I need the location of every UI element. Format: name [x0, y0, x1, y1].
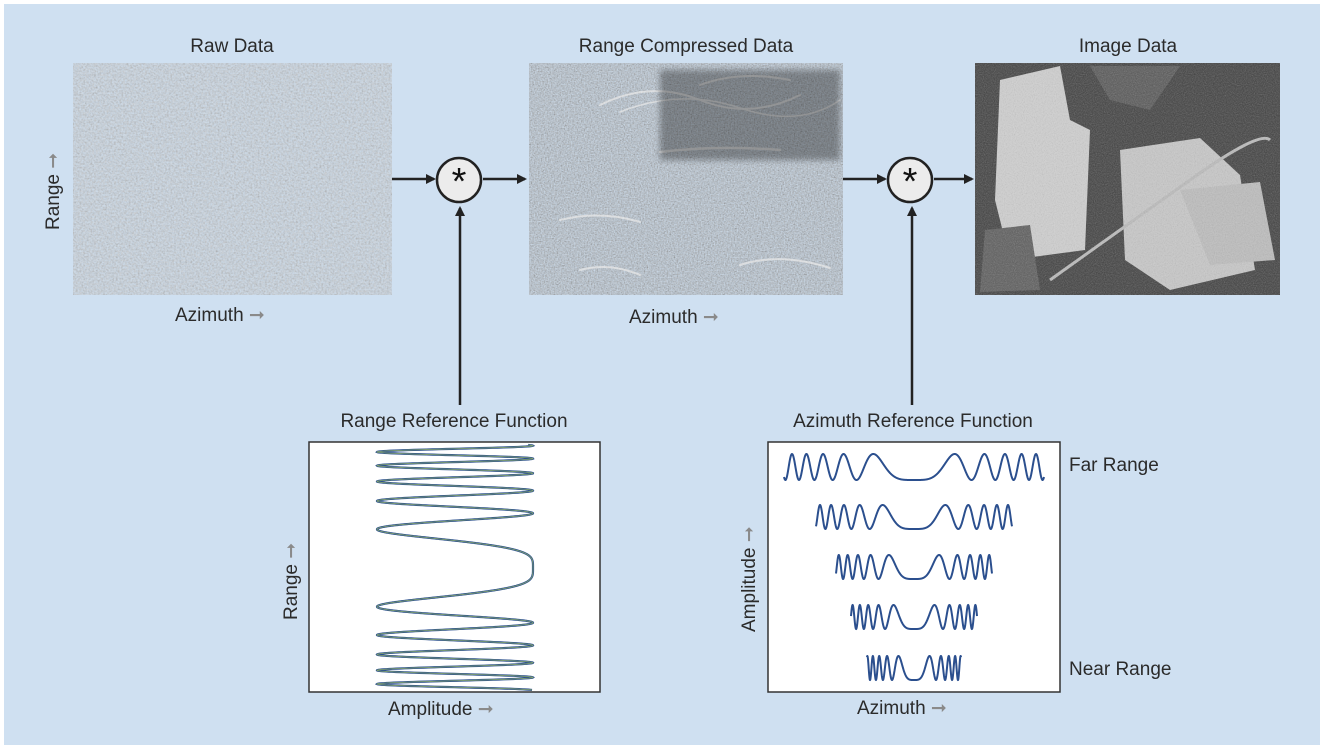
flow-arrows [392, 174, 974, 405]
right-arrow-icon: ➞ [477, 699, 494, 720]
image-data-image [975, 63, 1280, 295]
azimuth-ref-azimuth-label: Azimuth ➞ [857, 698, 947, 719]
range-compressed-title: Range Compressed Data [578, 36, 794, 57]
right-arrow-icon: ➞ [930, 698, 947, 719]
range-reference-plot [308, 441, 601, 693]
convolution-operator-2: * [886, 156, 934, 204]
compressed-azimuth-label: Azimuth ➞ [629, 307, 719, 328]
range-ref-amplitude-label: Amplitude ➞ [388, 699, 494, 720]
range-reference-title: Range Reference Function [340, 411, 568, 432]
raw-data-title: Raw Data [190, 36, 274, 57]
range-chirp-highlight [376, 444, 534, 691]
raw-azimuth-label: Azimuth ➞ [175, 305, 265, 326]
up-arrow-icon: ➞ [281, 542, 302, 559]
right-arrow-icon: ➞ [248, 305, 265, 326]
image-data-title: Image Data [1078, 36, 1178, 57]
azimuth-chirp-row-4 [850, 603, 978, 631]
azimuth-chirp-row-2 [815, 503, 1013, 531]
far-range-label: Far Range [1069, 455, 1159, 476]
azimuth-chirp-row-3 [835, 553, 993, 581]
range-compressed-image [529, 63, 843, 295]
range-ref-range-label: Range ➞ [281, 542, 302, 620]
svg-text:*: * [903, 161, 918, 203]
up-arrow-icon: ➞ [43, 152, 64, 169]
azimuth-reference-plot [767, 441, 1061, 693]
up-arrow-icon: ➞ [739, 526, 760, 543]
svg-text:*: * [452, 161, 467, 203]
raw-data-image [73, 63, 392, 295]
raw-range-label: Range ➞ [43, 152, 64, 230]
azimuth-chirp-row-far [783, 452, 1045, 482]
convolution-operator-1: * [435, 156, 483, 204]
azimuth-reference-title: Azimuth Reference Function [793, 411, 1033, 432]
right-arrow-icon: ➞ [702, 307, 719, 328]
near-range-label: Near Range [1069, 659, 1172, 680]
azimuth-ref-amplitude-label: Amplitude ➞ [739, 526, 760, 632]
azimuth-chirp-row-near [866, 654, 962, 682]
